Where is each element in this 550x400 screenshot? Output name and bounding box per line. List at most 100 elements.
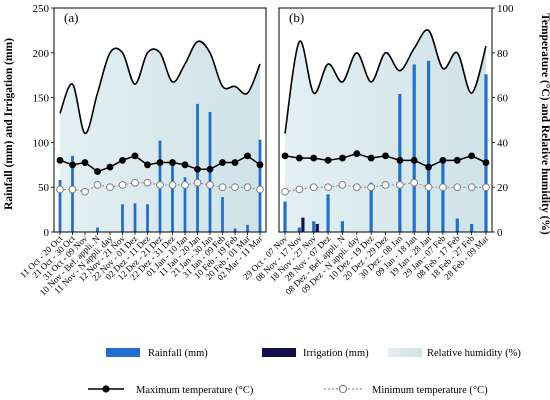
- min-temp-point: [309, 183, 318, 192]
- min-temp-point: [181, 181, 189, 189]
- max-temp-point: [144, 161, 151, 169]
- max-temp-point: [244, 152, 251, 160]
- max-temp-point: [382, 152, 389, 160]
- right-y-tick-label: 20: [497, 182, 509, 194]
- rainfall-bar: [326, 194, 330, 232]
- rainfall-bar: [146, 204, 149, 232]
- min-temp-point: [168, 181, 177, 189]
- max-temp-point: [156, 159, 164, 166]
- max-temp-point: [94, 168, 101, 175]
- irrigation-bar: [315, 223, 319, 232]
- legend-max-temp-marker: [102, 385, 110, 393]
- min-temp-point: [295, 185, 304, 194]
- right-y-tick-label: 40: [497, 137, 509, 149]
- min-temp-point: [467, 183, 476, 192]
- rainfall-bar: [221, 197, 224, 232]
- min-temp-point: [243, 183, 252, 192]
- rainfall-bar: [246, 224, 249, 232]
- rainfall-bar: [470, 223, 474, 232]
- left-y-tick-label: 100: [33, 137, 50, 149]
- right-y-tick-label: 60: [497, 93, 509, 105]
- min-temp-point: [56, 185, 64, 194]
- right-y-tick-label: 100: [497, 3, 514, 15]
- rainfall-bar: [171, 162, 174, 232]
- rainfall-bar: [441, 159, 445, 232]
- humidity-area: [285, 29, 486, 233]
- min-temp-point: [206, 181, 214, 189]
- min-temp-point: [439, 183, 447, 192]
- humidity-line: [59, 40, 261, 135]
- min-temp-point: [352, 183, 361, 192]
- min-temp-point: [424, 183, 433, 192]
- min-temp-point: [68, 185, 77, 194]
- max-temp-point: [324, 156, 332, 164]
- max-temp-point: [106, 163, 114, 171]
- min-temp-point: [156, 181, 164, 189]
- max-temp-point: [439, 156, 447, 164]
- legend-max-temp-label: Maximum temperature (°C): [136, 385, 254, 396]
- min-temp-point: [218, 183, 227, 192]
- max-temp-point: [468, 152, 476, 160]
- left-axis-title: Rainfall (mm) and Irrigation (mm): [3, 38, 15, 210]
- max-temp-point: [219, 159, 226, 166]
- max-temp-point: [231, 159, 239, 166]
- max-temp-point: [256, 161, 264, 169]
- max-temp-point: [295, 154, 303, 162]
- min-temp-point: [143, 178, 152, 187]
- max-temp-point: [367, 154, 375, 162]
- max-temp-point: [181, 161, 189, 169]
- min-temp-point: [106, 183, 114, 192]
- right-y-tick-label: 0: [497, 227, 503, 239]
- min-temp-point: [324, 183, 332, 192]
- legend: Rainfall (mm) Irrigation (mm) Relative h…: [88, 348, 521, 396]
- min-temp-point: [338, 181, 347, 189]
- max-temp-point: [69, 161, 76, 169]
- irrigation-bar: [301, 217, 305, 232]
- rainfall-bar: [340, 221, 345, 232]
- max-temp-point: [206, 165, 214, 173]
- min-temp-line: [60, 182, 261, 193]
- min-temp-point: [93, 181, 102, 189]
- rainfall-bar: [121, 204, 124, 232]
- left-y-tick-label: 250: [33, 3, 50, 15]
- rainfall-bar: [71, 155, 74, 232]
- min-temp-point: [81, 187, 89, 196]
- left-y-tick-label: 50: [38, 182, 50, 194]
- legend-rainfall-label: Rainfall (mm): [148, 348, 208, 359]
- max-temp-point: [81, 159, 89, 166]
- rainfall-bar: [369, 182, 373, 232]
- max-temp-point: [425, 163, 432, 171]
- left-y-tick-label: 200: [33, 48, 50, 60]
- rainfall-bar: [283, 201, 287, 232]
- min-temp-point: [396, 181, 404, 189]
- rainfall-bar: [133, 203, 137, 232]
- rainfall-bar: [297, 227, 301, 232]
- rainfall-bar: [58, 180, 62, 232]
- max-temp-point: [119, 156, 126, 164]
- max-temp-point: [353, 150, 361, 158]
- legend-humidity-swatch: [388, 348, 422, 357]
- rainfall-bar: [183, 177, 187, 232]
- max-temp-point: [56, 156, 64, 164]
- rainfall-bar: [96, 227, 99, 232]
- rainfall-bar: [455, 218, 459, 232]
- max-temp-point: [453, 156, 461, 164]
- legend-irrigation-swatch: [262, 348, 296, 357]
- max-temp-point: [410, 156, 418, 164]
- min-temp-point: [381, 181, 390, 189]
- legend-humidity-label: Relative humidity (%): [427, 348, 521, 359]
- min-temp-point: [281, 187, 289, 196]
- right-axis-title: Temperature (°C) and Relative humidity (…: [539, 13, 550, 235]
- rainfall-bar: [233, 228, 237, 232]
- min-temp-point: [482, 183, 490, 192]
- panel-label: (a): [64, 10, 78, 25]
- max-temp-point: [396, 156, 404, 164]
- max-temp-point: [310, 154, 318, 162]
- min-temp-point: [231, 183, 239, 192]
- max-temp-point: [131, 152, 139, 160]
- left-y-tick-label: 0: [44, 227, 50, 239]
- min-temp-point: [193, 178, 202, 187]
